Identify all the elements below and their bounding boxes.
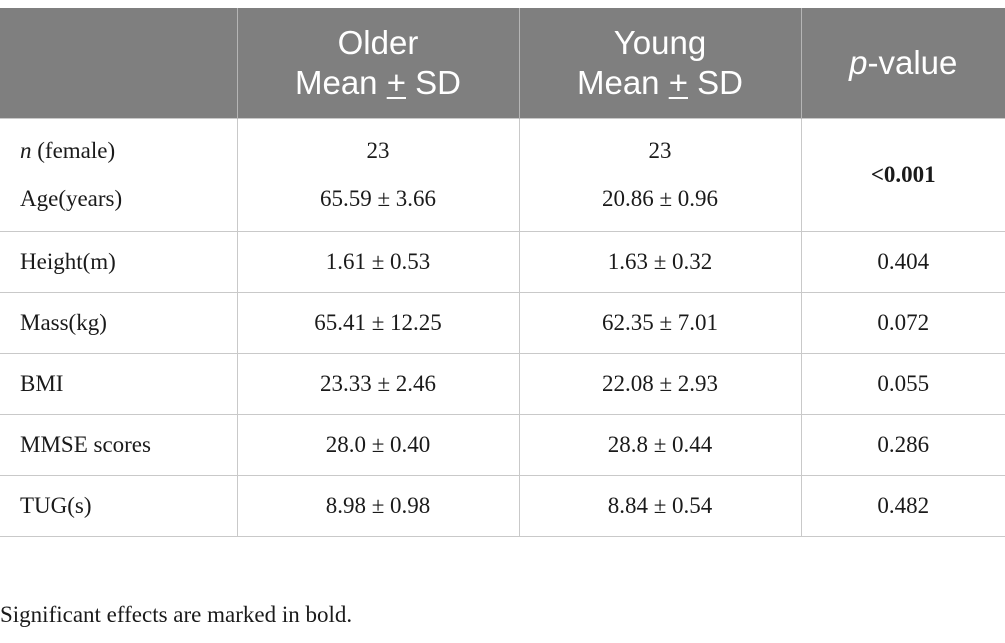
cell-young-mass: 62.35 ± 7.01 bbox=[519, 292, 802, 354]
older-age-value: 65.59 ± 3.66 bbox=[319, 186, 437, 211]
cell-pvalue-bmi: 0.055 bbox=[801, 353, 1005, 415]
young-age-value: 20.86 ± 0.96 bbox=[601, 186, 719, 211]
row-label-tug: TUG(s) bbox=[0, 475, 238, 537]
header-older: Older Mean + SD bbox=[237, 8, 520, 119]
table-footnote: Significant effects are marked in bold. bbox=[0, 602, 353, 627]
header-young-subtitle: Mean + SD bbox=[520, 63, 801, 103]
cell-older-bmi: 23.33 ± 2.46 bbox=[237, 353, 520, 415]
header-pvalue: p-value bbox=[801, 8, 1005, 119]
label-n-female: n (female) bbox=[20, 136, 237, 166]
cell-pvalue-age: <0.001 bbox=[801, 118, 1005, 232]
cell-older-n-age: 23 65.59 ± 3.66 bbox=[237, 118, 520, 232]
cell-older-height: 1.61 ± 0.53 bbox=[237, 231, 520, 293]
table-row: TUG(s) 8.98 ± 0.98 8.84 ± 0.54 0.482 bbox=[0, 475, 1005, 537]
table-row: BMI 23.33 ± 2.46 22.08 ± 2.93 0.055 bbox=[0, 353, 1005, 415]
header-older-sd: SD bbox=[405, 64, 461, 101]
header-pvalue-rest: -value bbox=[867, 44, 958, 81]
cell-older-tug: 8.98 ± 0.98 bbox=[237, 475, 520, 537]
header-older-subtitle: Mean + SD bbox=[238, 63, 519, 103]
header-older-mean: Mean bbox=[294, 64, 387, 101]
header-older-pm: + bbox=[386, 64, 406, 101]
header-young-mean: Mean bbox=[576, 64, 669, 101]
table-row: n (female) Age(years) 23 65.59 ± 3.66 23… bbox=[0, 118, 1005, 232]
row-label-bmi: BMI bbox=[0, 353, 238, 415]
table-row: MMSE scores 28.0 ± 0.40 28.8 ± 0.44 0.28… bbox=[0, 414, 1005, 476]
table-row: Height(m) 1.61 ± 0.53 1.63 ± 0.32 0.404 bbox=[0, 231, 1005, 293]
label-female: (female) bbox=[31, 138, 116, 163]
cell-older-mmse: 28.0 ± 0.40 bbox=[237, 414, 520, 476]
young-n-value: 23 bbox=[648, 138, 672, 163]
cell-older-mass: 65.41 ± 12.25 bbox=[237, 292, 520, 354]
header-blank-cell bbox=[0, 8, 238, 119]
header-row: Older Mean + SD Young Mean + SD p-value bbox=[0, 8, 1005, 119]
header-young-title: Young bbox=[613, 24, 707, 61]
table-header: Older Mean + SD Young Mean + SD p-value bbox=[0, 8, 1005, 119]
row-label-mass: Mass(kg) bbox=[0, 292, 238, 354]
table-row: Mass(kg) 65.41 ± 12.25 62.35 ± 7.01 0.07… bbox=[0, 292, 1005, 354]
cell-pvalue-tug: 0.482 bbox=[801, 475, 1005, 537]
row-label-n-age: n (female) Age(years) bbox=[0, 118, 238, 232]
header-pvalue-p: p bbox=[849, 44, 868, 81]
header-young: Young Mean + SD bbox=[519, 8, 802, 119]
label-age: Age(years) bbox=[20, 186, 123, 211]
table-body: n (female) Age(years) 23 65.59 ± 3.66 23… bbox=[0, 118, 1005, 537]
demographics-table: Older Mean + SD Young Mean + SD p-value … bbox=[0, 8, 1005, 537]
cell-young-mmse: 28.8 ± 0.44 bbox=[519, 414, 802, 476]
header-young-sd: SD bbox=[687, 64, 743, 101]
cell-young-n-age: 23 20.86 ± 0.96 bbox=[519, 118, 802, 232]
cell-pvalue-mmse: 0.286 bbox=[801, 414, 1005, 476]
older-n-value: 23 bbox=[366, 138, 390, 163]
row-label-mmse: MMSE scores bbox=[0, 414, 238, 476]
row-label-height: Height(m) bbox=[0, 231, 238, 293]
header-older-title: Older bbox=[337, 24, 419, 61]
header-young-pm: + bbox=[668, 64, 688, 101]
cell-pvalue-mass: 0.072 bbox=[801, 292, 1005, 354]
cell-young-height: 1.63 ± 0.32 bbox=[519, 231, 802, 293]
cell-pvalue-height: 0.404 bbox=[801, 231, 1005, 293]
cell-young-tug: 8.84 ± 0.54 bbox=[519, 475, 802, 537]
label-n: n bbox=[20, 138, 32, 163]
cell-young-bmi: 22.08 ± 2.93 bbox=[519, 353, 802, 415]
